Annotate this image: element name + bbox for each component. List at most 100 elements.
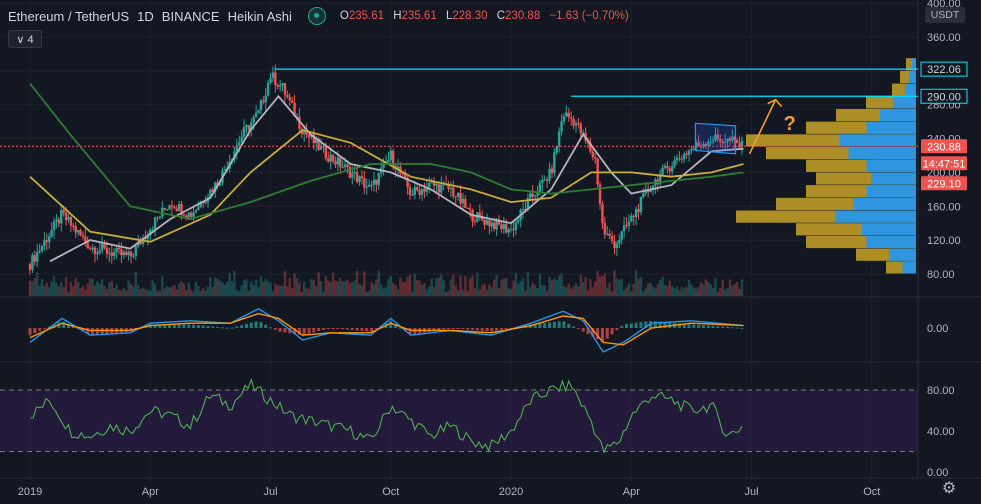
candle-body (48, 236, 51, 243)
macd-histogram-bar (360, 328, 364, 331)
breakout-arrow (748, 99, 777, 155)
volume-bar (685, 286, 688, 296)
volume-bar (252, 285, 255, 296)
volume-bar (48, 287, 51, 296)
volume-bar (404, 281, 407, 296)
volume-bar (250, 281, 253, 296)
candle-body (572, 118, 575, 126)
volume-bar (372, 284, 376, 296)
candle-body (668, 168, 671, 172)
volume-bar (687, 279, 691, 296)
macd-histogram-bar (273, 328, 277, 330)
volume-bar (238, 291, 241, 296)
volume-bar (214, 277, 217, 296)
volume-bar (259, 275, 263, 296)
volume-bar (466, 290, 469, 296)
candle-body (502, 224, 506, 230)
candle-body (329, 154, 332, 162)
level-mid-tag-bg (921, 89, 967, 104)
rsi-band-fill (0, 390, 918, 452)
volume-profile-up-bar (908, 70, 916, 84)
candle-body (129, 251, 133, 257)
macd-histogram-bar (495, 328, 499, 331)
candle-body (158, 216, 162, 218)
volume-bar (719, 287, 722, 296)
time-tick-label: 2020 (499, 486, 523, 498)
macd-histogram-bar (163, 324, 167, 328)
volume-profile-up-bar (862, 223, 916, 236)
volume-bar (31, 281, 34, 296)
time-tick-label: Apr (142, 486, 159, 498)
volume-bar (69, 281, 73, 296)
candle-body (112, 252, 116, 256)
chart-style[interactable]: Heikin Ashi (227, 8, 292, 24)
macd-histogram-bar (658, 321, 662, 328)
macd-histogram-bar (307, 328, 311, 334)
indicator-collapse-button[interactable]: ∨ 4 (8, 30, 42, 48)
volume-bar (423, 283, 426, 296)
volume-bar (100, 278, 104, 296)
interval[interactable]: 1D (137, 8, 154, 24)
macd-histogram-bar (81, 328, 85, 332)
candle-body (466, 208, 469, 210)
macd-line (29, 307, 744, 353)
candle-body (557, 131, 561, 147)
volume-bar (464, 276, 467, 296)
macd-histogram-bar (312, 328, 316, 333)
macd-histogram-bar (345, 328, 349, 330)
candle-body (639, 196, 643, 213)
volume-profile-up-bar (848, 147, 916, 160)
volume-bar (98, 283, 101, 296)
candle-body (478, 212, 481, 216)
candle-body (163, 207, 166, 210)
volume-bar (387, 279, 390, 296)
volume-bar (673, 288, 676, 296)
macd-histogram-bar (581, 328, 585, 332)
gear-icon[interactable]: ⚙ (941, 480, 957, 497)
volume-profile-up-bar (871, 172, 916, 185)
candle-body (298, 116, 301, 129)
volume-bar (274, 283, 277, 296)
volume-bar (62, 287, 65, 296)
candle-body (663, 165, 667, 168)
volume-bar (704, 279, 708, 296)
candle-body (45, 240, 49, 243)
candle-body (589, 143, 592, 152)
volume-bar (189, 289, 193, 296)
volume-bar (40, 279, 44, 296)
volume-profile-up-bar (853, 197, 916, 211)
candle-body (440, 184, 443, 193)
volume-bar (117, 290, 121, 296)
candle-body (375, 179, 378, 185)
volume-bar (447, 290, 450, 296)
change-value: −1.63 (−0.70%) (549, 10, 629, 22)
eye-icon[interactable] (307, 7, 326, 25)
candle-body (233, 151, 236, 160)
volume-bar (187, 282, 190, 296)
candle-body (187, 212, 190, 218)
volume-bar (637, 279, 640, 296)
candle-body (509, 229, 513, 231)
candle-body (574, 123, 578, 126)
macd-histogram-bar (172, 324, 176, 328)
volume-bar (586, 290, 590, 296)
candle-body (538, 182, 542, 194)
volume-bar (329, 281, 332, 296)
volume-bar (603, 273, 607, 296)
candle-body (608, 233, 611, 237)
volume-bar (367, 290, 371, 296)
macd-histogram-bar (591, 328, 595, 337)
macd-histogram-bar (168, 324, 172, 328)
candle-body (250, 122, 253, 131)
volume-bar (175, 289, 178, 296)
symbol-name[interactable]: Ethereum / TetherUS (8, 8, 130, 24)
currency-label[interactable]: USDT (925, 7, 965, 23)
high-label: H (393, 10, 402, 22)
volume-bar (245, 278, 248, 296)
macd-histogram-bar (706, 325, 710, 328)
candle-body (637, 209, 640, 213)
candle-body (84, 236, 87, 243)
volume-bar (295, 278, 299, 296)
volume-bar (478, 289, 481, 296)
